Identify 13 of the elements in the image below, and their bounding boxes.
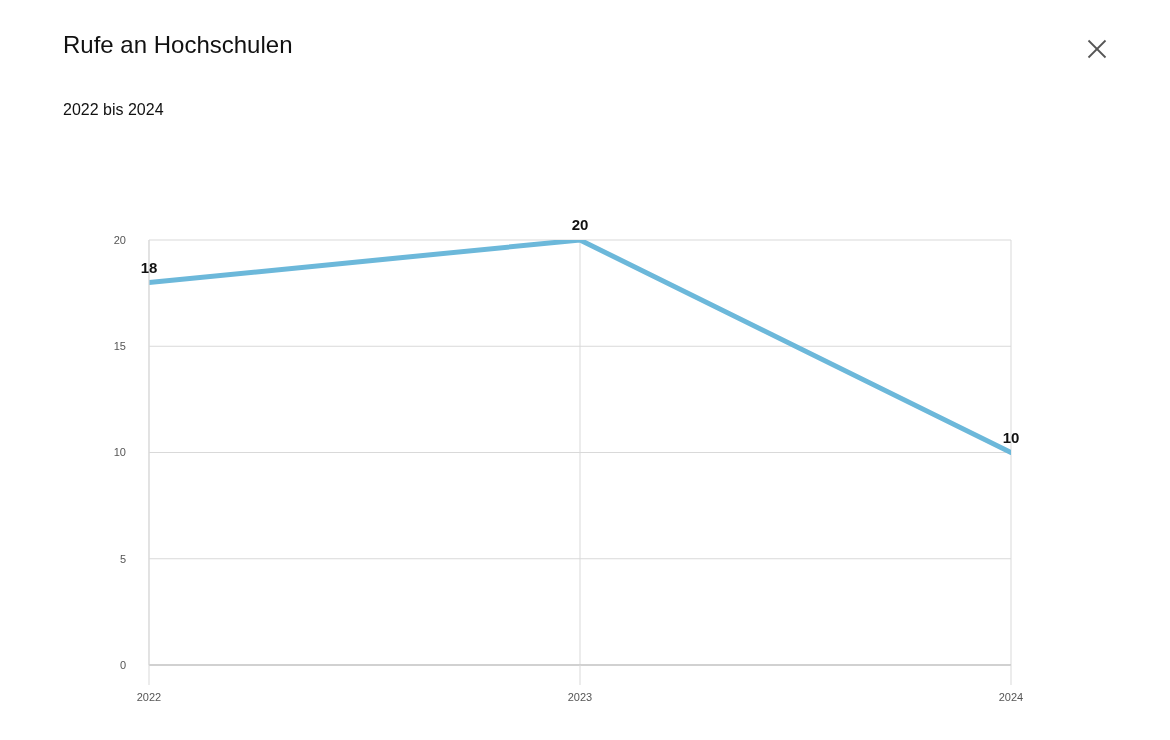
data-label: 18 xyxy=(140,258,158,276)
y-tick-label: 20 xyxy=(113,233,126,246)
y-tick-label: 5 xyxy=(119,552,126,565)
y-tick-label: 10 xyxy=(113,446,126,459)
chart-subtitle: 2022 bis 2024 xyxy=(63,100,164,120)
x-tick-label: 2024 xyxy=(998,690,1024,703)
chart-title: Rufe an Hochschulen xyxy=(63,31,293,59)
x-tick-label: 2023 xyxy=(567,690,593,703)
y-tick-label: 15 xyxy=(113,340,126,353)
x-tick-label: 2022 xyxy=(136,690,162,703)
data-label: 10 xyxy=(1002,428,1020,446)
y-tick-label: 0 xyxy=(119,658,126,671)
data-label: 20 xyxy=(571,216,589,233)
